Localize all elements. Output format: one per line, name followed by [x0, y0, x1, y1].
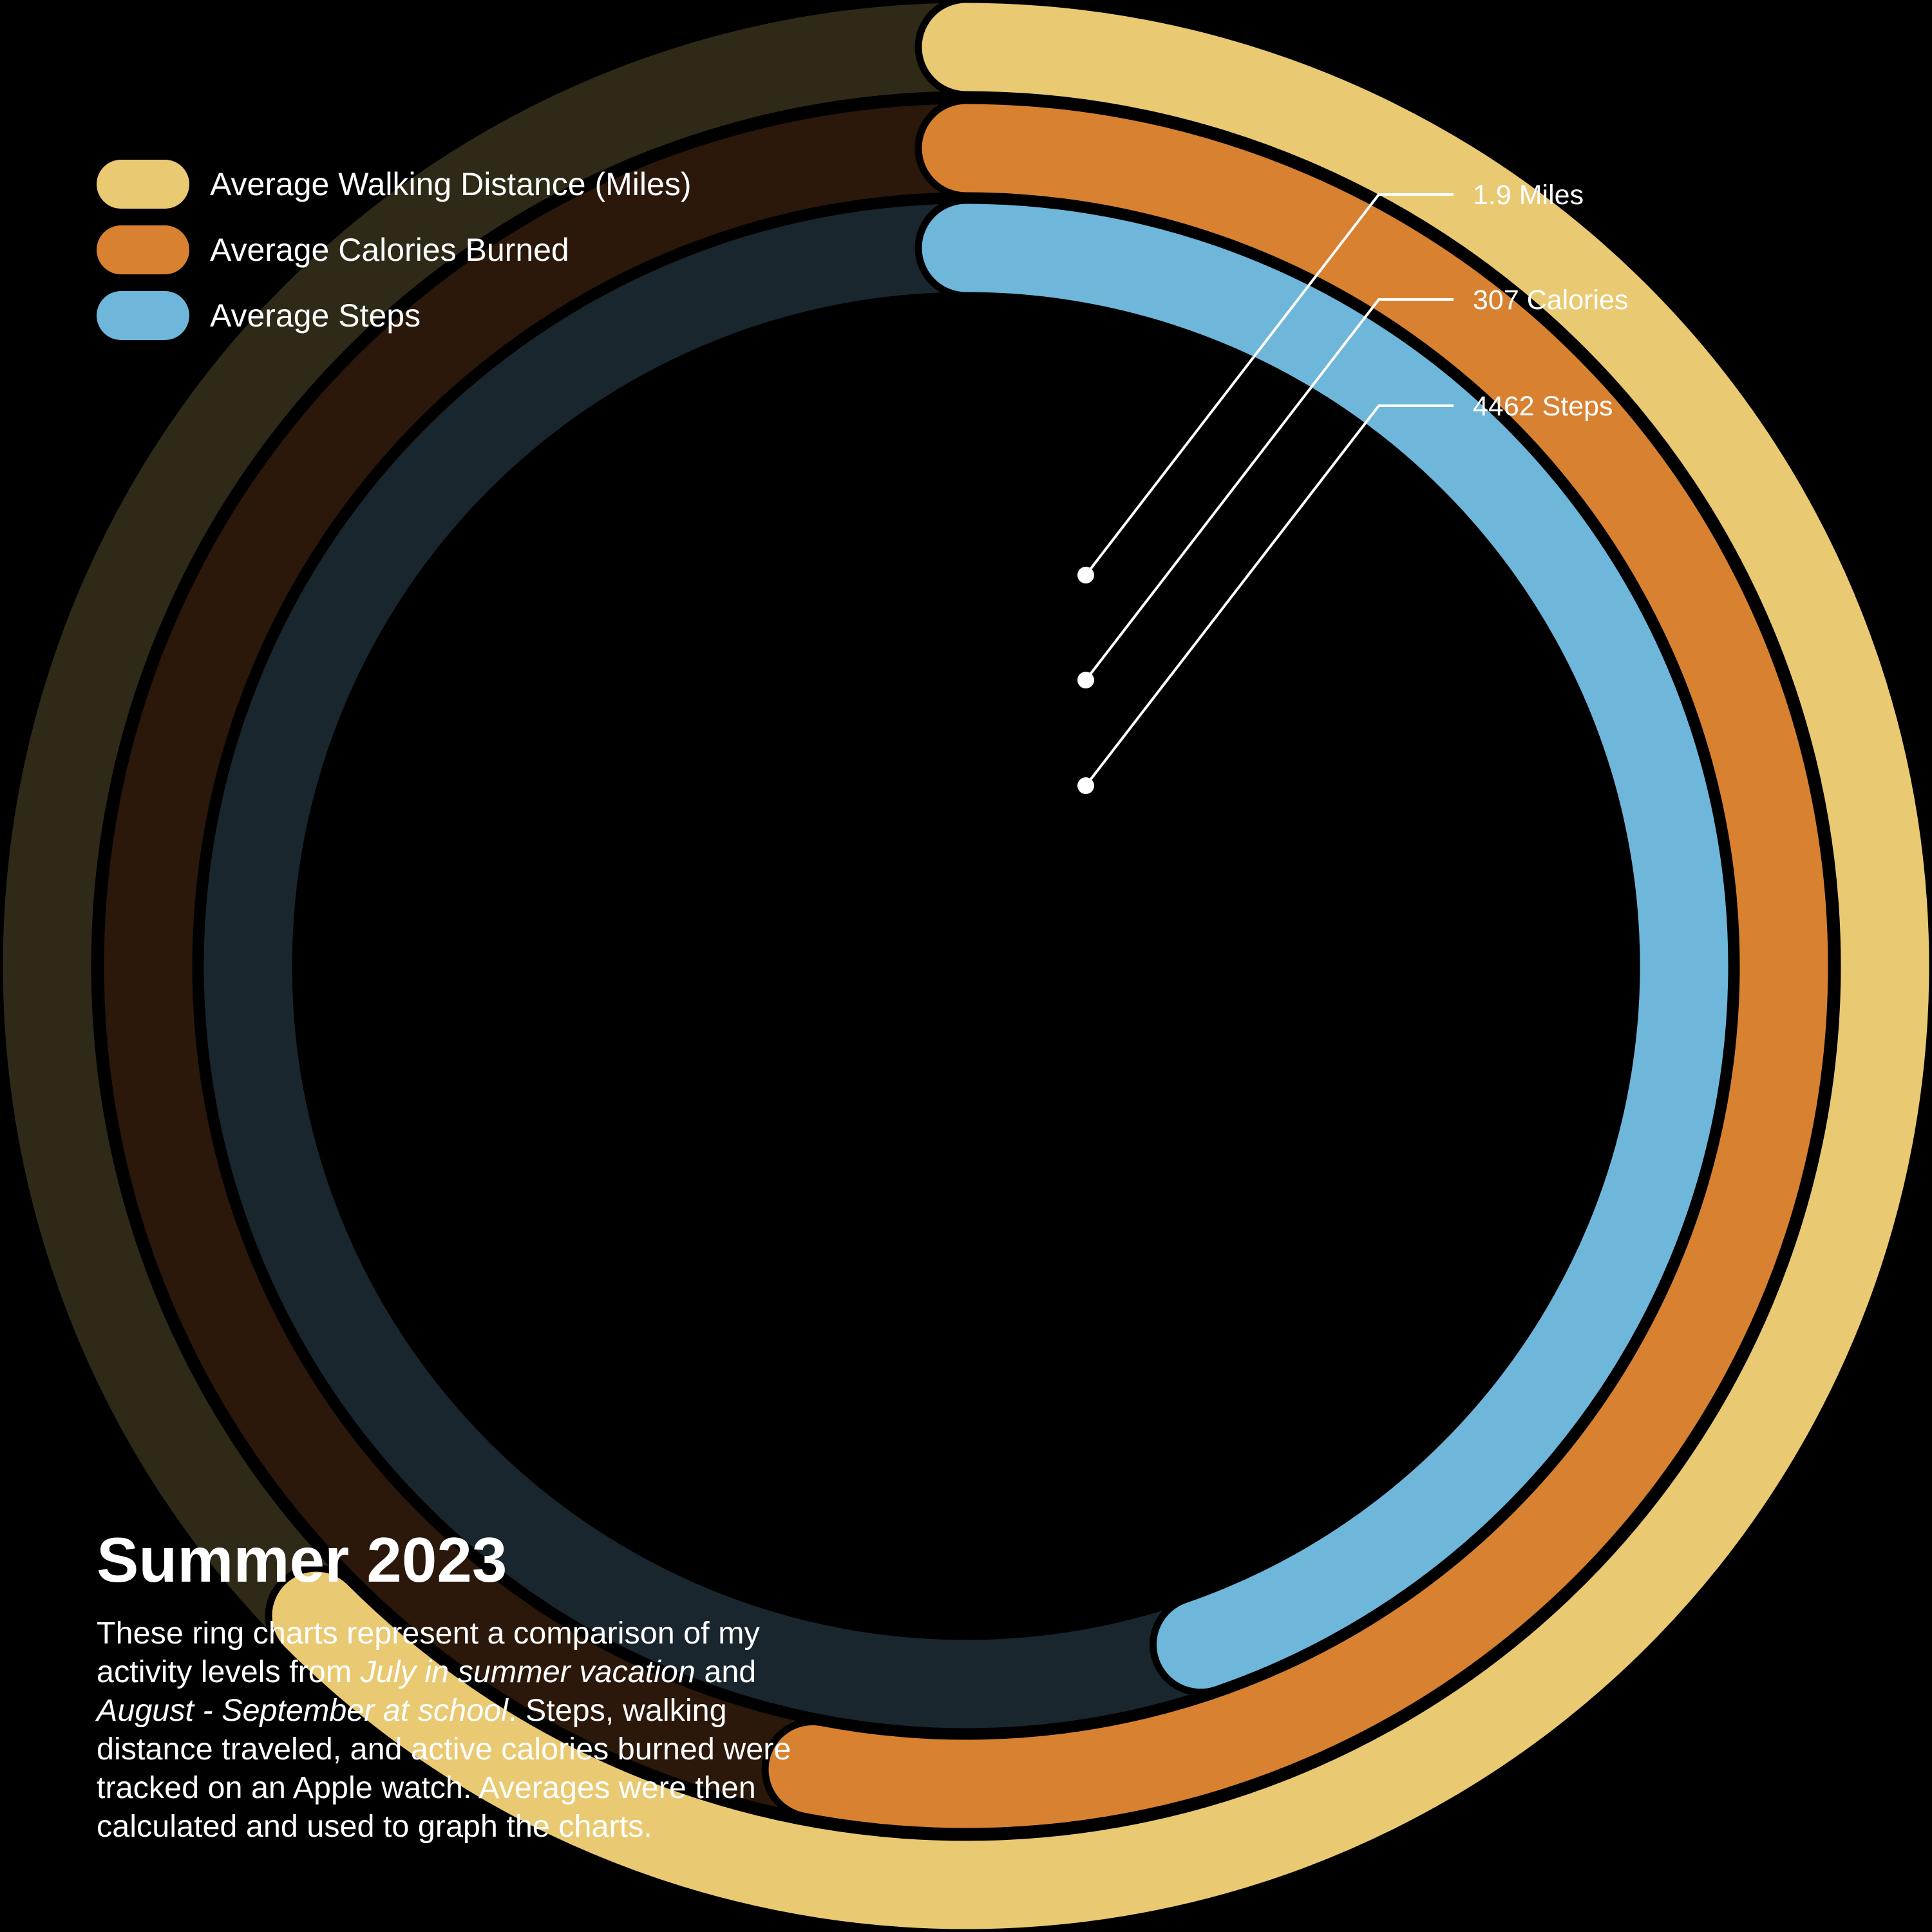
- description-text: These ring charts represent a comparison…: [97, 1616, 760, 1689]
- description: These ring charts represent a comparison…: [97, 1614, 824, 1846]
- callout-steps: 4462 Steps: [1077, 391, 1613, 794]
- callout-line: [1084, 404, 1454, 787]
- description-text: and: [695, 1654, 757, 1689]
- callout-label-walking-distance: 1.9 Miles: [1473, 180, 1584, 211]
- ring-arc-walking-distance: [265, 0, 1932, 1932]
- ring-arc-fill: [768, 104, 1828, 1828]
- legend-label-walking-distance: Average Walking Distance (Miles): [210, 166, 692, 202]
- ring-arc-steps: [914, 196, 1736, 1696]
- legend-label-steps: Average Steps: [210, 298, 421, 334]
- ring-arc-calories: [761, 97, 1835, 1835]
- callout-line: [1084, 193, 1454, 576]
- legend-swatch-walking-distance: [97, 160, 189, 209]
- legend-item-walking-distance: Average Walking Distance (Miles): [97, 160, 805, 209]
- callout-line: [1084, 298, 1454, 681]
- callout-dot: [1077, 672, 1094, 688]
- page-title: Summer 2023: [97, 1524, 507, 1595]
- ring-arc-fill: [922, 204, 1728, 1689]
- callout-calories: 307 Calories: [1077, 285, 1628, 688]
- legend-label-calories: Average Calories Burned: [210, 232, 569, 268]
- ring-arc-fill: [272, 3, 1929, 1929]
- legend-item-steps: Average Steps: [97, 291, 805, 340]
- callout-dot: [1077, 777, 1094, 794]
- callout-label-steps: 4462 Steps: [1473, 391, 1613, 422]
- description-emphasis: July in summer vacation: [360, 1654, 696, 1689]
- legend-swatch-calories: [97, 225, 189, 274]
- legend-item-calories: Average Calories Burned: [97, 225, 805, 274]
- legend-swatch-steps: [97, 291, 189, 340]
- description-emphasis: August - September at school: [97, 1693, 508, 1728]
- callout-walking-distance: 1.9 Miles: [1077, 180, 1584, 583]
- description-text: . Steps, walking distance traveled, and …: [97, 1693, 791, 1844]
- callout-dot: [1077, 567, 1094, 583]
- callout-label-calories: 307 Calories: [1473, 285, 1628, 316]
